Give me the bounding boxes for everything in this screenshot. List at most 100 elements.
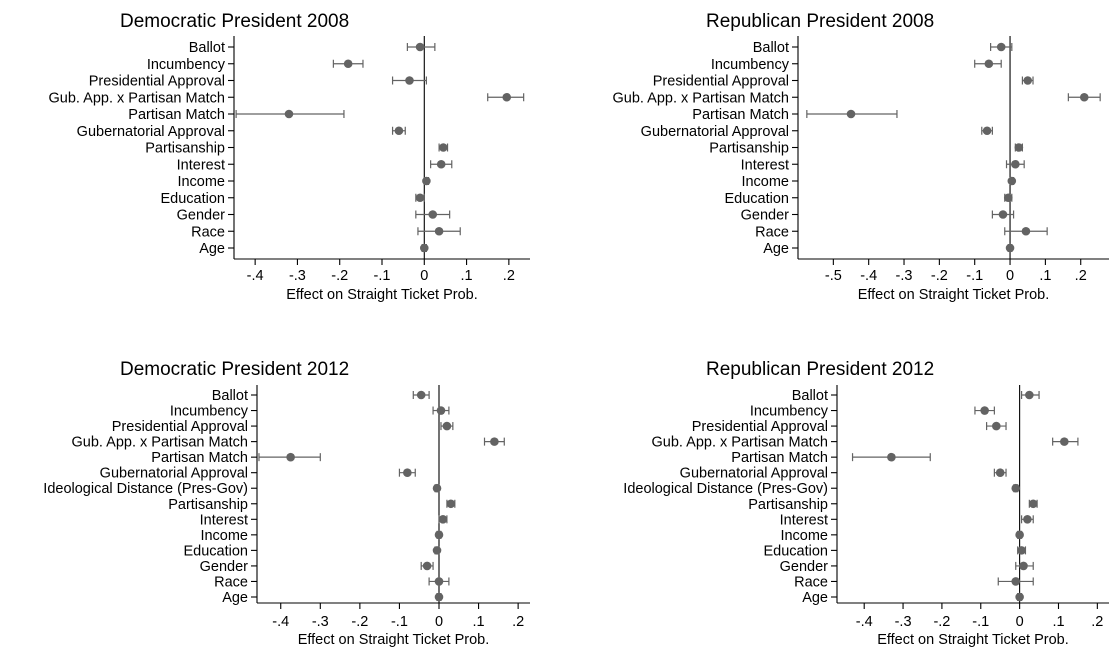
estimate-point [982,126,992,136]
estimate-point [436,406,446,415]
category-label: Interest [200,512,248,528]
category-label: Presidential Approval [112,419,248,435]
category-label: Race [214,574,248,590]
estimate-point [419,243,429,253]
category-label: Partisan Match [692,107,789,123]
chart-title: Democratic President 2012 [120,359,349,380]
category-label: Incumbency [750,404,829,420]
category-label: Partisan Match [731,450,828,466]
chart-title: Republican President 2012 [706,359,934,380]
category-label: Gender [200,559,249,575]
estimate-point [438,515,448,524]
x-tick-label: -.5 [825,268,842,284]
estimate-point [446,499,456,509]
estimate-point [405,76,414,85]
x-tick-label: -.1 [391,614,408,630]
x-tick-label: .1 [1052,614,1064,630]
x-tick-label: -.3 [896,268,913,284]
estimate-point [1014,143,1024,152]
x-tick-label: .2 [1091,614,1103,630]
x-tick-label: -.2 [933,614,950,630]
x-tick-label: .2 [512,614,524,630]
x-tick-label: -.1 [374,268,391,284]
estimate-point [887,452,896,462]
category-label: Partisanship [168,497,248,513]
category-label: Partisan Match [151,450,248,466]
x-tick-label: -.4 [860,268,877,284]
x-tick-label: -.1 [966,268,983,284]
category-label: Ballot [753,40,789,56]
category-label: Incumbency [147,57,226,73]
coefficient-plot: Democratic President 2008 -.4 -.3 -.2 -.1 0 .1… [48,11,530,303]
category-label: Ballot [212,388,248,404]
x-tick-label: 0 [420,268,428,284]
x-tick-label: .2 [503,268,515,284]
category-label: Interest [741,157,789,173]
x-axis-label: Effect on Straight Ticket Prob. [286,287,478,303]
estimate-point [422,176,431,186]
estimate-point [434,530,444,540]
estimate-point [998,210,1008,219]
category-label: Income [200,528,248,544]
estimate-point [403,468,412,477]
estimate-point [1011,483,1021,493]
estimate-point [1015,530,1024,540]
category-label: Ideological Distance (Pres-Gov) [623,481,828,497]
estimate-point [1023,76,1033,85]
estimate-point [415,42,425,52]
x-tick-label: -.3 [312,614,329,630]
category-label: Partisan Match [128,107,225,123]
panel-rep-2008: Republican President 2008 -.5 -.4 -.3 -.2 -.1… [556,0,1113,331]
chart-title: Democratic President 2008 [120,11,349,32]
x-tick-label: -.2 [931,268,948,284]
estimate-point [343,59,353,69]
panel-dem-2012: Democratic President 2012 -.4 -.3 -.2 -.1 0 .1… [0,331,556,662]
coefficient-plot: Republican President 2008 -.5 -.4 -.3 -.2 -.1… [612,11,1109,303]
estimate-point [846,109,856,119]
category-label: Age [199,241,225,257]
x-tick-label: -.4 [247,268,264,284]
category-label: Age [802,590,828,606]
x-tick-label: -.4 [856,614,873,630]
category-label: Partisanship [748,497,828,513]
category-label: Race [191,224,225,240]
category-label: Gubernatorial Approval [641,124,789,140]
estimate-point [439,143,448,152]
category-label: Incumbency [170,404,249,420]
estimate-point [1060,437,1069,446]
x-tick-label: .2 [1075,268,1087,284]
x-tick-label: .1 [1039,268,1051,284]
estimate-point [284,109,294,119]
category-label: Gubernatorial Approval [680,466,828,482]
category-label: Gub. App. x Partisan Match [71,435,248,451]
estimate-point [1017,546,1026,555]
category-label: Gubernatorial Approval [100,466,248,482]
category-label: Partisanship [145,141,225,157]
estimate-point [980,406,989,415]
estimate-point [428,210,438,219]
category-label: Incumbency [711,57,790,73]
estimate-point [1025,390,1034,400]
estimate-point [1011,577,1021,586]
x-tick-label: .1 [461,268,473,284]
category-label: Gub. App. x Partisan Match [612,90,789,106]
estimate-point [432,483,442,493]
category-label: Gender [780,559,829,575]
estimate-point [415,193,425,203]
category-label: Gender [741,208,790,224]
x-tick-label: 0 [1006,268,1014,284]
estimate-point [422,561,432,571]
x-tick-label: -.4 [272,614,289,630]
category-label: Gubernatorial Approval [77,124,225,140]
category-label: Age [222,590,248,606]
estimate-point [416,390,426,400]
estimate-point [1019,561,1028,571]
estimate-point [995,468,1005,477]
estimate-point [1011,159,1020,169]
estimate-point [1015,592,1024,602]
estimate-point [434,226,444,236]
estimate-point [1003,193,1013,203]
category-label: Education [161,191,226,207]
category-label: Race [794,574,828,590]
